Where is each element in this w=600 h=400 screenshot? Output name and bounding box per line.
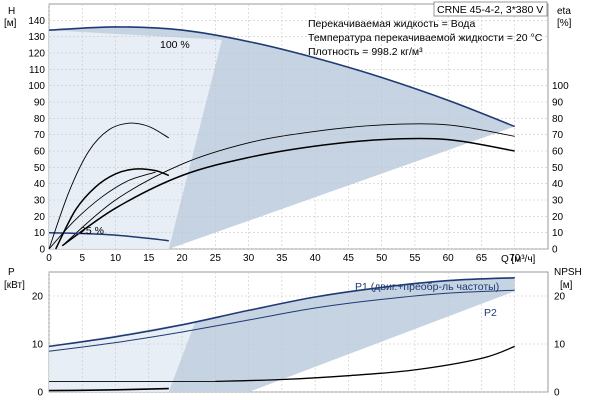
y-tick-right-100: 100 — [552, 81, 569, 92]
y-tick-left-30: 30 — [34, 196, 46, 207]
x-tick-20: 20 — [177, 253, 189, 264]
info-line-1: Перекачиваемая жидкость = Вода — [308, 18, 475, 30]
grid-layer — [48, 4, 548, 393]
p-tick-10: 10 — [32, 340, 44, 351]
y-label-right-bottom-1: NPSH — [554, 267, 582, 278]
curve-eff-25-bold — [55, 168, 170, 250]
info-line-2: Температура перекачиваемой жидкости = 20… — [308, 32, 543, 44]
y-tick-left-0: 0 — [39, 245, 45, 256]
y-label-right-bottom-2: [м] — [560, 280, 573, 291]
curve-eff-upper — [62, 123, 515, 247]
y-tick-left-20: 20 — [34, 212, 46, 223]
x-tick-50: 50 — [376, 253, 388, 264]
x-tick-45: 45 — [343, 253, 355, 264]
y-tick-right-20: 20 — [552, 212, 564, 223]
ticks-layer: 0 5 10 15 20 25 30 35 40 45 50 55 60 65 70 0 10 20 30 40 50 6… — [28, 16, 569, 399]
npsh-tick-10: 10 — [554, 340, 566, 351]
series-layer — [48, 26, 515, 392]
y-tick-left-40: 40 — [34, 179, 46, 190]
npsh-tick-20: 20 — [554, 292, 566, 303]
x-tick-15: 15 — [143, 253, 155, 264]
label-100-percent: 100 % — [160, 39, 190, 51]
curve-head-100 — [48, 26, 515, 128]
label-25-percent: 25 % — [80, 225, 104, 237]
y-tick-left-110: 110 — [29, 65, 45, 76]
x-tick-35: 35 — [276, 253, 288, 264]
y-label-right-top-1: eta — [557, 6, 571, 17]
product-box — [433, 1, 548, 17]
curve-eff-25-thin — [48, 122, 170, 250]
info-line-3: Плотность = 998.2 кг/м³ — [308, 46, 423, 58]
x-axis-label: Q [м³/ч] — [501, 254, 536, 265]
bottom-region-light — [49, 321, 196, 392]
y-tick-right-30: 30 — [552, 196, 564, 207]
y-tick-right-10: 10 — [552, 228, 564, 239]
npsh-tick-0: 0 — [554, 388, 560, 399]
label-p1: P1 (двиг.+преобр-ль частоты) — [355, 281, 499, 293]
y-tick-left-100: 100 — [28, 81, 45, 92]
y-tick-right-90: 90 — [552, 98, 564, 109]
p-tick-20: 20 — [32, 292, 44, 303]
y-tick-right-60: 60 — [552, 147, 564, 158]
x-tick-65: 65 — [476, 253, 488, 264]
x-tick-25: 25 — [210, 253, 222, 264]
curve-p1 — [48, 277, 515, 348]
p-tick-0: 0 — [37, 388, 43, 399]
y-label-right-top-2: [%] — [557, 18, 572, 29]
y-tick-left-60: 60 — [34, 147, 46, 158]
y-tick-right-80: 80 — [552, 114, 564, 125]
product-label: CRNE 45-4-2, 3*380 V — [437, 4, 543, 16]
y-tick-left-80: 80 — [34, 114, 46, 125]
label-p2: P2 — [484, 307, 497, 319]
top-region-light — [49, 30, 222, 250]
y-tick-right-0: 0 — [552, 245, 558, 256]
curve-eff-lower — [61, 137, 515, 247]
y-label-left-top-2: [м] — [4, 18, 17, 29]
y-tick-left-10: 10 — [34, 228, 46, 239]
y-tick-right-40: 40 — [552, 179, 564, 190]
x-tick-5: 5 — [79, 253, 85, 264]
y-tick-left-140: 140 — [28, 16, 45, 27]
curve-head-25 — [48, 231, 169, 242]
y-tick-left-70: 70 — [34, 130, 46, 141]
y-label-left-bottom-2: [кВт] — [4, 280, 25, 291]
y-tick-left-120: 120 — [28, 49, 45, 60]
y-tick-left-130: 130 — [28, 32, 45, 43]
x-tick-0: 0 — [46, 253, 52, 264]
y-label-left-top-1: H — [8, 6, 15, 17]
curve-p2 — [48, 289, 515, 352]
y-tick-right-50: 50 — [552, 163, 564, 174]
y-tick-left-50: 50 — [34, 163, 46, 174]
x-tick-55: 55 — [409, 253, 421, 264]
y-label-left-bottom-1: P — [8, 267, 15, 278]
x-tick-10: 10 — [110, 253, 122, 264]
y-tick-right-70: 70 — [552, 130, 564, 141]
x-tick-70: 70 — [509, 253, 521, 264]
curve-npsh — [215, 345, 515, 383]
x-tick-30: 30 — [243, 253, 255, 264]
curve-p-25 — [48, 387, 169, 392]
x-tick-40: 40 — [310, 253, 322, 264]
x-tick-60: 60 — [443, 253, 455, 264]
curve-eff-25-thin2 — [48, 171, 156, 250]
y-tick-left-90: 90 — [34, 98, 46, 109]
